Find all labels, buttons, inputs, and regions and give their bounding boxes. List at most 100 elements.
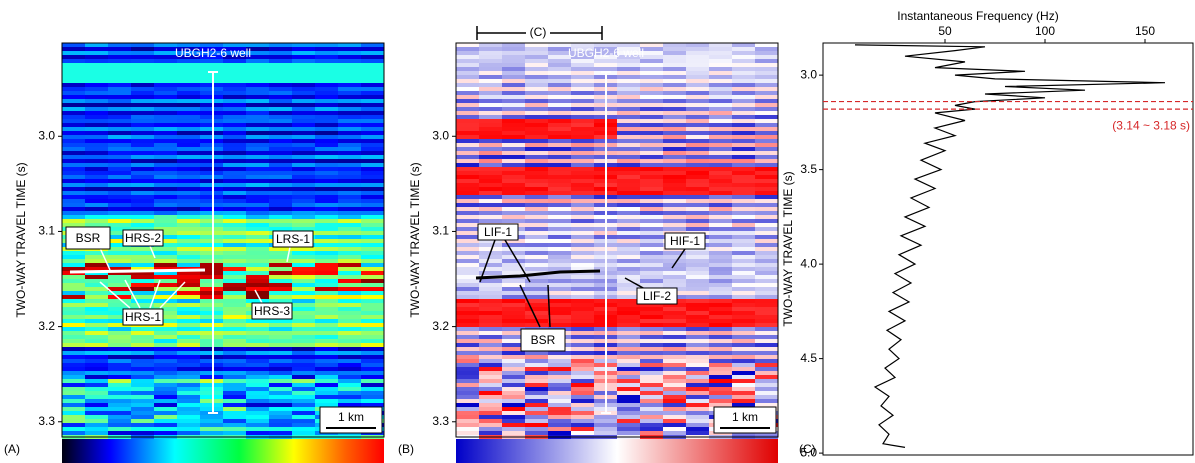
seismic-band — [525, 263, 548, 267]
seismic-band — [246, 363, 269, 367]
seismic-band — [338, 235, 361, 239]
seismic-band — [246, 243, 269, 247]
seismic-band — [223, 95, 246, 99]
seismic-band — [246, 299, 269, 303]
seismic-band — [154, 51, 177, 55]
seismic-band — [502, 283, 525, 287]
seismic-band — [315, 119, 338, 123]
seismic-band — [732, 315, 755, 319]
seismic-band — [108, 71, 131, 75]
seismic-band — [525, 243, 548, 247]
annotation-box — [520, 328, 566, 352]
seismic-band — [361, 51, 384, 55]
seismic-band — [663, 367, 686, 371]
seismic-band — [456, 135, 479, 139]
seismic-band — [686, 403, 709, 407]
seismic-band — [338, 95, 361, 99]
seismic-band — [686, 355, 709, 359]
seismic-band — [709, 159, 732, 163]
seismic-band — [85, 175, 108, 179]
seismic-band — [361, 183, 384, 187]
seismic-band — [62, 407, 85, 411]
seismic-band — [269, 399, 292, 403]
seismic-band — [85, 255, 108, 259]
seismic-band — [108, 239, 131, 243]
seismic-band — [85, 215, 108, 219]
seismic-band — [571, 419, 594, 423]
seismic-band — [154, 71, 177, 75]
seismic-band — [200, 83, 223, 87]
seismic-band — [292, 307, 315, 311]
seismic-band — [108, 255, 131, 259]
seismic-band — [732, 91, 755, 95]
seismic-band — [269, 171, 292, 175]
seismic-band — [525, 79, 548, 83]
seismic-band — [269, 419, 292, 423]
seismic-band — [315, 191, 338, 195]
seismic-band — [223, 175, 246, 179]
seismic-band — [640, 107, 663, 111]
seismic-band — [85, 199, 108, 203]
seismic-band — [154, 247, 177, 251]
annotation: BSR — [76, 231, 101, 245]
seismic-band — [571, 327, 594, 331]
seismic-band — [200, 143, 223, 147]
seismic-band — [131, 179, 154, 183]
seismic-band — [246, 267, 269, 271]
seismic-band — [686, 331, 709, 335]
seismic-band — [709, 227, 732, 231]
seismic-band — [663, 391, 686, 395]
seismic-band — [338, 207, 361, 211]
seismic-band — [62, 143, 85, 147]
seismic-band — [709, 223, 732, 227]
seismic-band — [571, 303, 594, 307]
seismic-band — [709, 147, 732, 151]
seismic-band — [269, 135, 292, 139]
seismic-band — [548, 59, 571, 63]
seismic-band — [479, 67, 502, 71]
seismic-band — [154, 219, 177, 223]
seismic-band — [246, 251, 269, 255]
seismic-band — [755, 231, 778, 235]
seismic-band — [502, 175, 525, 179]
seismic-band — [617, 279, 640, 283]
seismic-band — [292, 371, 315, 375]
seismic-band — [200, 319, 223, 323]
seismic-band — [177, 235, 200, 239]
seismic-band — [755, 215, 778, 219]
seismic-band — [479, 359, 502, 363]
seismic-band — [200, 419, 223, 423]
seismic-band — [85, 171, 108, 175]
seismic-band — [177, 279, 200, 283]
seismic-band — [292, 199, 315, 203]
seismic-band — [663, 315, 686, 319]
seismic-band — [177, 43, 200, 47]
seismic-band — [502, 219, 525, 223]
seismic-band — [663, 151, 686, 155]
seismic-band — [663, 63, 686, 67]
seismic-band — [223, 379, 246, 383]
seismic-band — [177, 47, 200, 51]
seismic-band — [292, 87, 315, 91]
seismic-band — [755, 179, 778, 183]
seismic-band — [361, 91, 384, 95]
seismic-band — [85, 299, 108, 303]
seismic-band — [131, 183, 154, 187]
seismic-band — [709, 291, 732, 295]
seismic-band — [269, 247, 292, 251]
seismic-band — [361, 323, 384, 327]
seismic-band — [62, 187, 85, 191]
seismic-band — [223, 135, 246, 139]
seismic-band — [479, 303, 502, 307]
seismic-band — [108, 135, 131, 139]
seismic-band — [755, 91, 778, 95]
seismic-band — [177, 123, 200, 127]
seismic-band — [338, 283, 361, 287]
seismic-band — [177, 171, 200, 175]
seismic-band — [315, 135, 338, 139]
seismic-band — [85, 315, 108, 319]
seismic-band — [131, 131, 154, 135]
seismic-band — [571, 263, 594, 267]
seismic-band — [177, 283, 200, 287]
seismic-band — [479, 163, 502, 167]
